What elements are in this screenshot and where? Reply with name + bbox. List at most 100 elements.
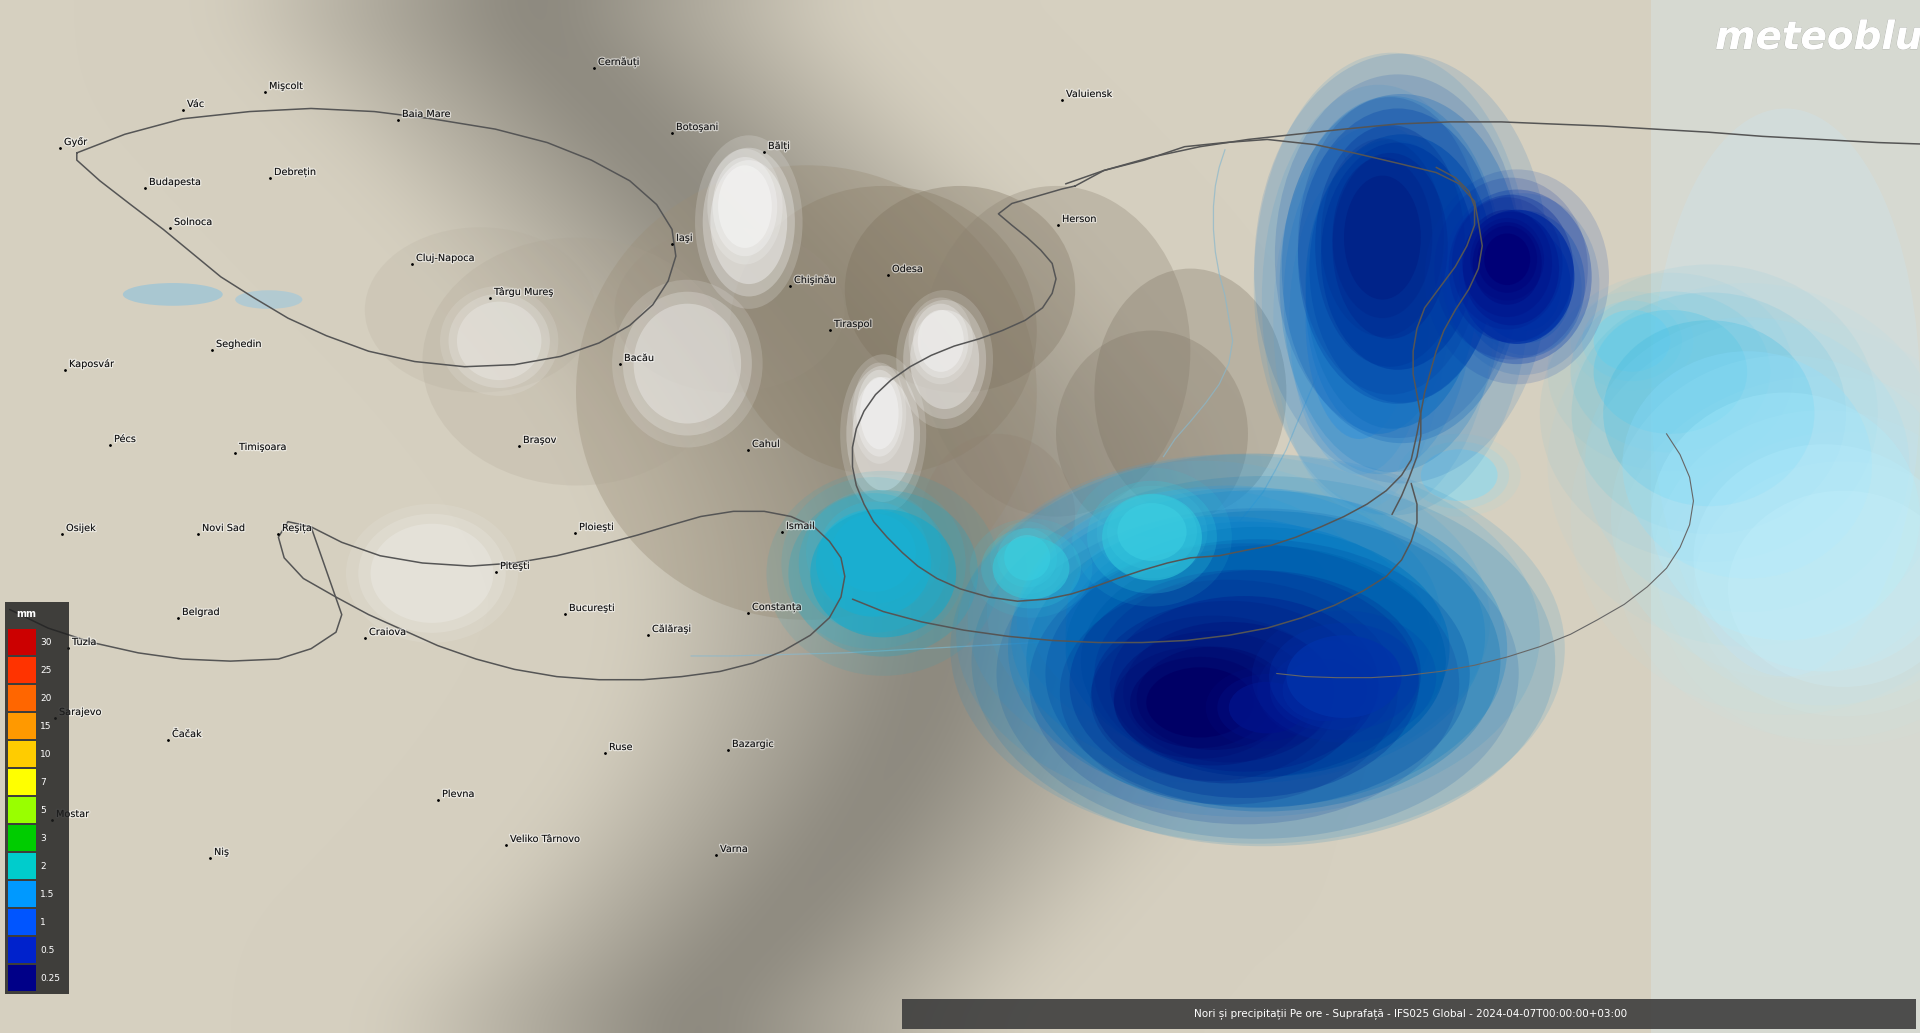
Ellipse shape	[996, 528, 1058, 588]
Ellipse shape	[781, 477, 966, 649]
Text: Braşov: Braşov	[522, 435, 557, 445]
Text: Constanța: Constanța	[753, 602, 803, 613]
Ellipse shape	[440, 286, 559, 396]
Ellipse shape	[1254, 53, 1530, 515]
Text: Veliko Târnovo: Veliko Târnovo	[511, 834, 580, 844]
Bar	[8, 937, 36, 963]
Ellipse shape	[1655, 410, 1920, 706]
Ellipse shape	[897, 290, 993, 429]
Ellipse shape	[1463, 210, 1551, 317]
Ellipse shape	[1321, 138, 1444, 337]
Ellipse shape	[1586, 317, 1908, 613]
Ellipse shape	[1275, 74, 1521, 438]
Ellipse shape	[1309, 134, 1494, 403]
Text: Nori și precipitații Pe ore - Suprafață - IFS025 Global - 2024-04-07T00:00:00+03: Nori și precipitații Pe ore - Suprafață …	[1194, 1008, 1628, 1020]
Ellipse shape	[1108, 495, 1196, 569]
Ellipse shape	[422, 238, 730, 486]
Bar	[8, 881, 36, 907]
Ellipse shape	[1421, 449, 1498, 501]
Text: Cahul: Cahul	[753, 439, 780, 449]
Text: Sarajevo: Sarajevo	[60, 707, 102, 717]
Text: Craiova: Craiova	[369, 627, 407, 637]
Ellipse shape	[1332, 153, 1448, 339]
Ellipse shape	[1229, 682, 1306, 733]
Ellipse shape	[612, 280, 762, 447]
Text: Seghedin: Seghedin	[215, 339, 261, 349]
Ellipse shape	[703, 148, 795, 296]
Ellipse shape	[1269, 623, 1419, 730]
Ellipse shape	[1425, 169, 1609, 384]
Text: Piteşti: Piteşti	[499, 561, 530, 571]
Ellipse shape	[695, 135, 803, 309]
Text: Valuiеnsk: Valuiеnsk	[1066, 89, 1112, 99]
Text: Győr: Győr	[63, 136, 86, 147]
Ellipse shape	[981, 528, 1081, 608]
Ellipse shape	[1146, 667, 1254, 738]
Text: Timişoara: Timişoara	[238, 442, 286, 452]
Bar	[8, 825, 36, 851]
Text: Vác: Vác	[186, 99, 204, 109]
Ellipse shape	[1102, 494, 1202, 581]
Ellipse shape	[996, 508, 1519, 839]
Text: Bacău: Bacău	[624, 353, 655, 363]
Text: Niş: Niş	[213, 847, 228, 857]
Ellipse shape	[914, 304, 968, 378]
Ellipse shape	[1611, 355, 1920, 678]
Ellipse shape	[860, 377, 899, 449]
Ellipse shape	[457, 302, 541, 380]
Text: 25: 25	[40, 665, 52, 675]
Text: Cernăuți: Cernăuți	[597, 57, 639, 68]
Ellipse shape	[359, 513, 505, 633]
Ellipse shape	[712, 157, 778, 256]
Ellipse shape	[1273, 130, 1446, 510]
Ellipse shape	[1087, 480, 1217, 594]
Bar	[8, 770, 36, 795]
Ellipse shape	[1471, 223, 1582, 355]
Ellipse shape	[1096, 486, 1208, 578]
Ellipse shape	[847, 366, 920, 502]
Ellipse shape	[1482, 236, 1571, 343]
Ellipse shape	[908, 298, 973, 384]
Text: Belgrad: Belgrad	[182, 607, 219, 617]
Ellipse shape	[1315, 125, 1465, 367]
Text: Ruse: Ruse	[609, 742, 634, 752]
Bar	[8, 713, 36, 739]
Ellipse shape	[1206, 666, 1329, 749]
Text: Debrețin: Debrețin	[275, 167, 317, 178]
Text: Tuzla: Tuzla	[73, 637, 96, 647]
Ellipse shape	[236, 290, 303, 309]
Ellipse shape	[1066, 516, 1392, 723]
Ellipse shape	[1434, 178, 1588, 359]
Ellipse shape	[730, 186, 1037, 475]
Ellipse shape	[1548, 283, 1920, 647]
Text: meteoblue: meteoblue	[1715, 19, 1920, 57]
Ellipse shape	[1571, 292, 1845, 534]
Bar	[8, 742, 36, 766]
Ellipse shape	[1290, 165, 1428, 475]
Ellipse shape	[634, 304, 741, 424]
Ellipse shape	[346, 504, 518, 643]
Ellipse shape	[1094, 269, 1286, 516]
Text: 10: 10	[40, 750, 52, 758]
Text: Mişcolt: Mişcolt	[269, 81, 303, 91]
Text: Pécs: Pécs	[113, 434, 136, 444]
Ellipse shape	[852, 377, 914, 491]
Text: Baia Mare: Baia Mare	[401, 109, 451, 119]
Ellipse shape	[845, 186, 1075, 393]
Ellipse shape	[806, 490, 941, 616]
Ellipse shape	[1069, 570, 1419, 799]
Ellipse shape	[1571, 291, 1770, 452]
Ellipse shape	[1258, 640, 1392, 740]
Ellipse shape	[1269, 650, 1380, 730]
Text: Kaposvár: Kaposvár	[69, 358, 115, 369]
Ellipse shape	[1582, 301, 1682, 381]
Ellipse shape	[1603, 320, 1814, 506]
Ellipse shape	[1461, 211, 1586, 358]
Ellipse shape	[1117, 503, 1187, 561]
Ellipse shape	[1728, 491, 1920, 687]
Ellipse shape	[1068, 516, 1336, 702]
Ellipse shape	[831, 513, 916, 592]
Ellipse shape	[1217, 675, 1317, 742]
Ellipse shape	[991, 522, 1064, 594]
Text: Odesa: Odesa	[893, 264, 924, 274]
